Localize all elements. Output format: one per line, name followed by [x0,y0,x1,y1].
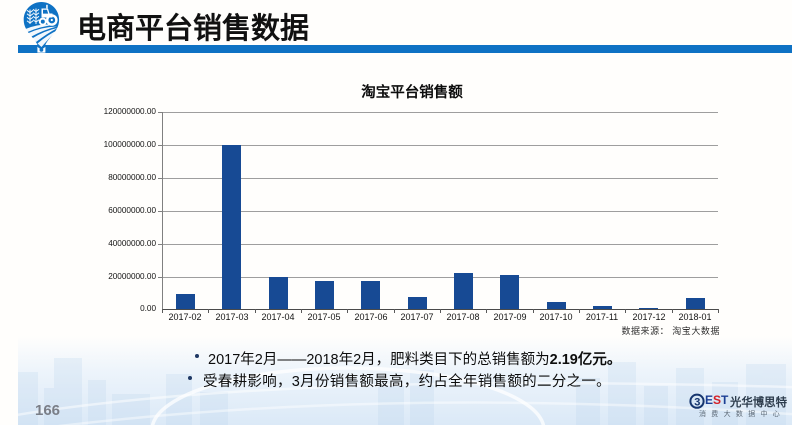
svg-text:3: 3 [694,397,700,409]
